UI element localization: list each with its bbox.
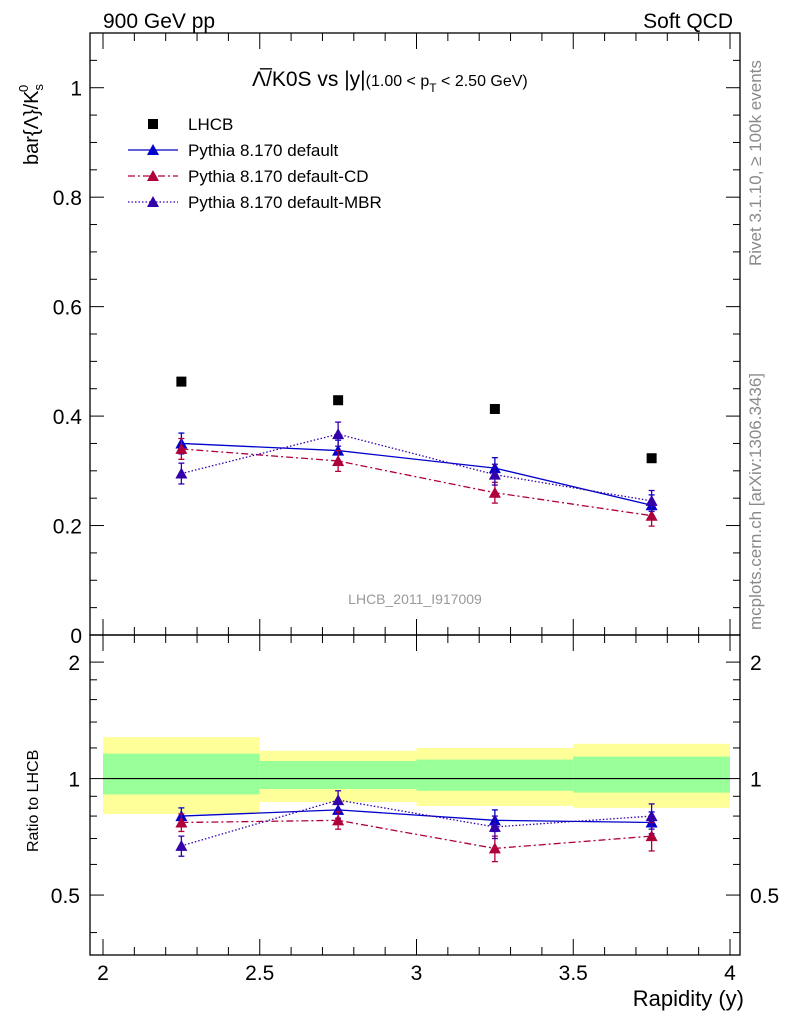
ratio-series-2-line: [181, 799, 652, 847]
ratio-y-tick-label: 2: [68, 652, 80, 675]
main-y-axis-label: bar{Λ}/Ks0: [16, 83, 46, 165]
main-title-cut-end: < 2.50 GeV): [437, 73, 528, 90]
main-title-text: Λ̅/K0S vs |y|: [252, 68, 366, 91]
legend-marker: [147, 170, 159, 181]
legend-label: Pythia 8.170 default-CD: [188, 167, 369, 186]
main-y-tick-label: 0.2: [53, 516, 82, 539]
legend-label: LHCB: [188, 115, 233, 134]
main-series-0-point: [489, 403, 500, 414]
ratio-series-1-point: [332, 814, 345, 826]
ratio-y-tick-label: 1: [68, 769, 80, 792]
ratio-series-1-line: [181, 819, 652, 850]
ratio-series-2-point: [488, 820, 501, 832]
main-series-0-point: [333, 395, 344, 406]
x-tick-label: 2: [97, 962, 109, 985]
ratio-inner-band: [573, 756, 730, 793]
main-y-tick-label: 0.8: [53, 187, 82, 210]
main-series-3-line: [181, 433, 652, 502]
main-series-2-point: [175, 442, 188, 454]
ratio-series-2-point: [332, 794, 345, 806]
legend-marker: [147, 196, 159, 207]
main-series-2-point: [332, 454, 345, 466]
main-series-2-point: [645, 509, 658, 521]
main-y-axis-label-text: bar{Λ}/K: [21, 90, 43, 165]
main-series-0-point: [646, 453, 657, 464]
main-series-1-line: [181, 442, 652, 506]
main-y-tick-label: 1: [70, 78, 82, 101]
ratio-series-1-point: [645, 830, 658, 842]
ratio-series-0-line: [181, 809, 652, 824]
legend-label: Pythia 8.170 default-MBR: [188, 193, 382, 212]
main-series-3-point: [332, 428, 345, 440]
analysis-id: LHCB_2011_I917009: [348, 591, 482, 607]
mcplots-label: mcplots.cern.ch [arXiv:1306.3436]: [746, 372, 765, 630]
ratio-series-1-point: [488, 842, 501, 854]
main-y-axis-label-sup: 0: [16, 85, 31, 92]
ratio-series-1-point: [175, 816, 188, 828]
ratio-inner-band: [416, 759, 574, 791]
main-y-tick-label: 0.6: [53, 297, 82, 320]
ratio-inner-band: [103, 753, 260, 795]
ratio-inner-band: [259, 761, 417, 789]
main-series-0-point: [176, 376, 187, 387]
main-series-3-point: [645, 494, 658, 506]
x-axis-label: Rapidity (y): [633, 986, 744, 1011]
main-series-2-point: [488, 486, 501, 498]
legend-label: Pythia 8.170 default: [188, 141, 339, 160]
header-right: Soft QCD: [643, 10, 733, 33]
x-tick-label: 3.5: [559, 962, 588, 985]
main-title: Λ̅/K0S vs |y|(1.00 < pT < 2.50 GeV): [252, 68, 528, 95]
header-left: 900 GeV pp: [103, 10, 215, 33]
ratio-series-2-point: [645, 810, 658, 822]
legend-marker: [148, 119, 158, 129]
ratio-y-tick-label-right: 1: [750, 769, 762, 792]
ratio-y-axis-label: Ratio to LHCB: [25, 750, 42, 852]
ratio-frame: [89, 634, 741, 956]
ratio-y-tick-label-right: 2: [750, 652, 762, 675]
main-y-axis-label-sub: s: [31, 83, 46, 90]
ratio-series-2-point: [175, 839, 188, 851]
main-title-cut-sub: T: [429, 81, 437, 95]
ratio-y-tick-label-right: 0.5: [750, 885, 779, 908]
main-y-tick-label: 0: [70, 625, 82, 648]
main-series-3-point: [488, 468, 501, 480]
main-panel: 0 0.2 0.4 0.6 0.8 1: [53, 32, 741, 648]
legend: LHCB Pythia 8.170 default Pythia 8.170 def…: [128, 115, 382, 212]
main-y-tick-label: 0.4: [53, 406, 83, 429]
legend-marker: [147, 144, 159, 155]
x-tick-label: 4: [724, 962, 736, 985]
main-series-3-point: [175, 467, 188, 479]
ratio-panel: 2 2.5 3 3.5 4 0.5 0.5 1 1 2 2: [51, 634, 779, 985]
main-series-2-line: [181, 448, 652, 517]
main-title-cut: (1.00 < p: [366, 73, 430, 90]
rivet-label: Rivet 3.1.10, ≥ 100k events: [746, 60, 765, 266]
x-tick-label: 2.5: [245, 962, 274, 985]
x-tick-label: 3: [411, 962, 423, 985]
ratio-y-tick-label: 0.5: [51, 885, 80, 908]
